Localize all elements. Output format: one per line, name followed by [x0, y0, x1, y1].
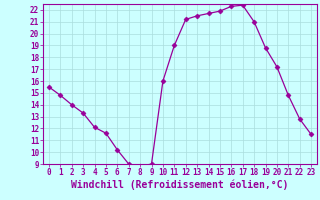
X-axis label: Windchill (Refroidissement éolien,°C): Windchill (Refroidissement éolien,°C) — [71, 180, 289, 190]
